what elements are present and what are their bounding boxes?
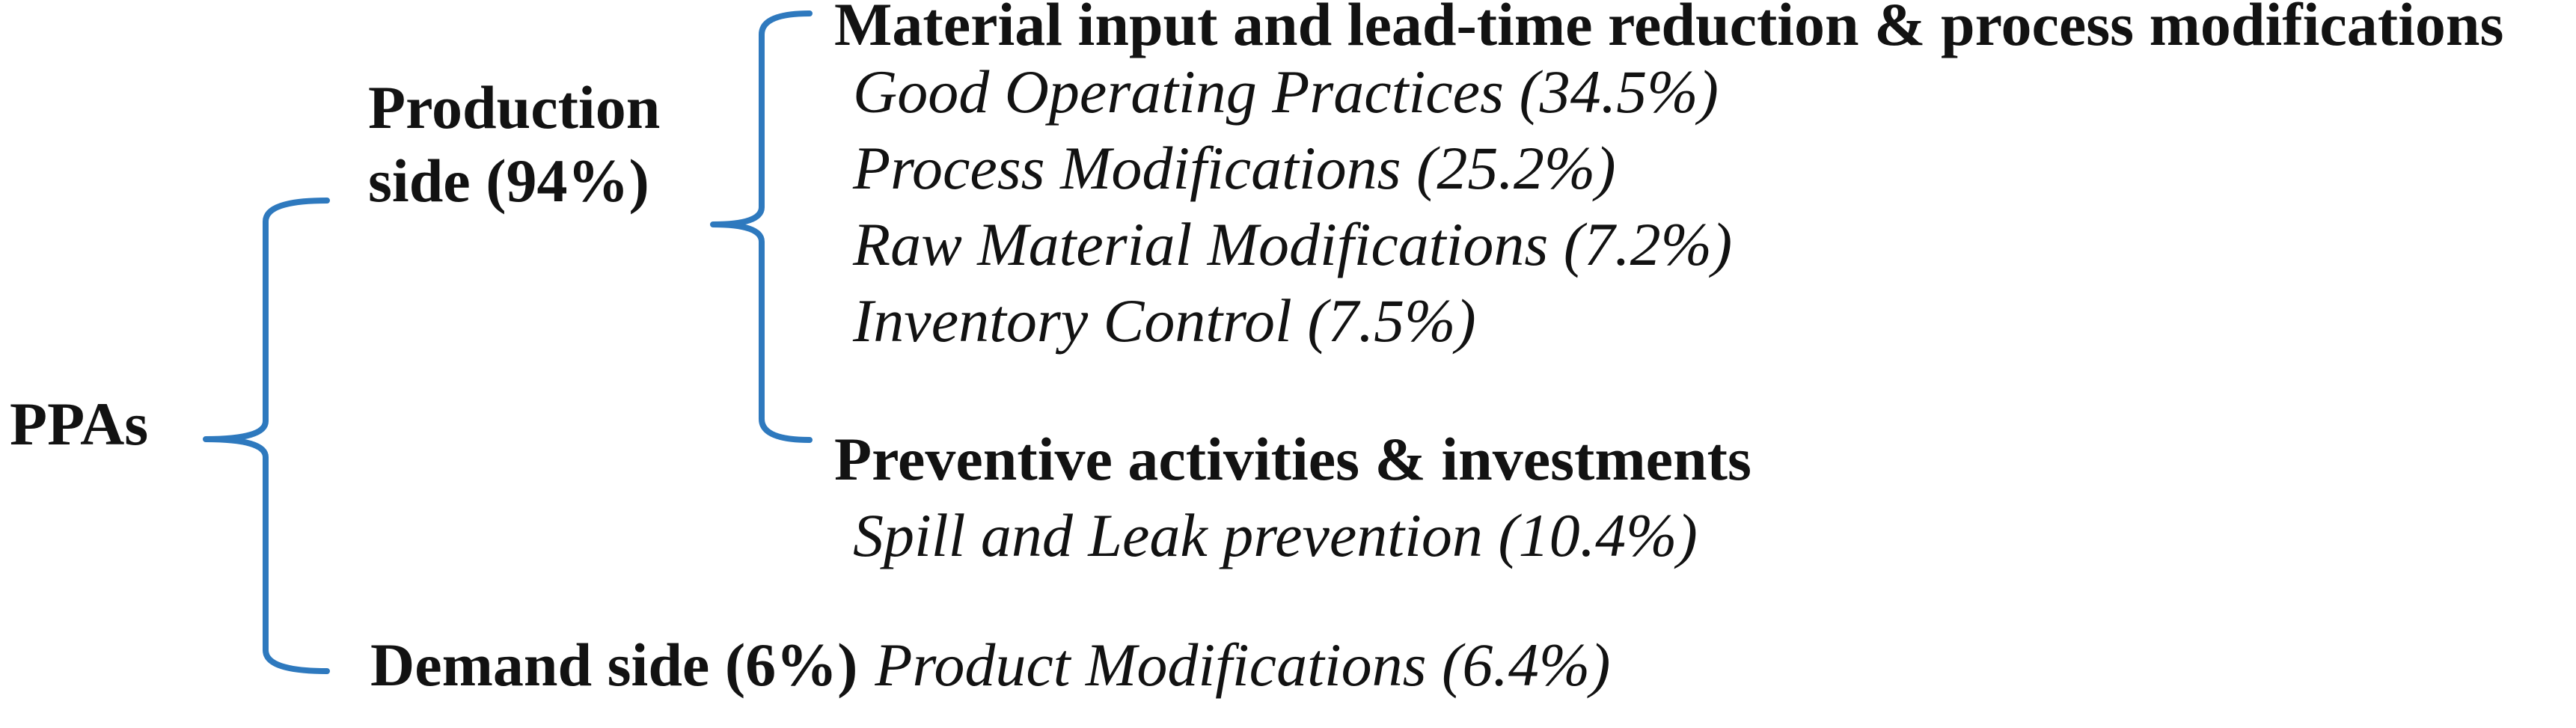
practice-inventory-control: Inventory Control (7.5%) — [853, 287, 1476, 355]
production-brace — [710, 10, 813, 443]
demand-side-label: Demand side (6%) — [370, 631, 858, 699]
practice-good-operating: Good Operating Practices (34.5%) — [853, 58, 1719, 126]
practice-raw-material-modifications: Raw Material Modifications (7.2%) — [853, 210, 1733, 278]
practice-process-modifications: Process Modifications (25.2%) — [853, 134, 1616, 202]
practice-product-modifications: Product Modifications (6.4%) — [875, 631, 1611, 699]
preventive-activities-group-heading: Preventive activities & investments — [834, 425, 1752, 493]
practice-spill-leak-prevention: Spill and Leak prevention (10.4%) — [853, 501, 1698, 569]
demand-side-line: Demand side (6%) Product Modifications (6… — [370, 634, 1610, 696]
material-input-group-heading: Material input and lead-time reduction &… — [834, 0, 2504, 58]
production-side-label-line1: Production — [368, 73, 661, 141]
ppas-brace — [203, 198, 330, 674]
root-label: PPAs — [10, 390, 149, 458]
production-side-label-line2: side (94%) — [368, 147, 649, 215]
